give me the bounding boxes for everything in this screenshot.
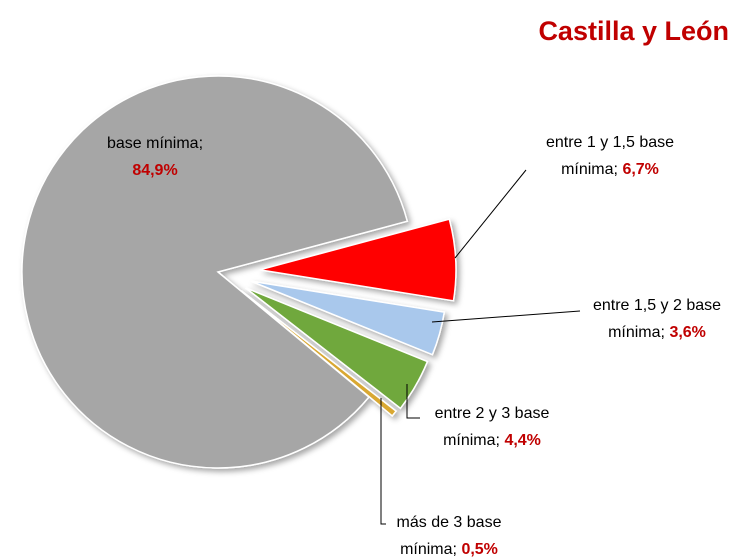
chart-title: Castilla y León bbox=[538, 16, 729, 46]
data-label: más de 3 base mínima; 0,5% bbox=[375, 509, 523, 558]
value-label: 3,6% bbox=[669, 324, 706, 341]
category-label: entre 1,5 y 2 base mínima bbox=[592, 297, 722, 341]
pie-slice bbox=[245, 287, 429, 410]
data-label: entre 1,5 y 2 base mínima; 3,6% bbox=[572, 292, 739, 346]
leader-line bbox=[406, 384, 420, 419]
leader-line bbox=[380, 398, 386, 525]
data-label: base mínima; 84,9% bbox=[85, 130, 225, 184]
data-label: entre 2 y 3 base mínima; 4,4% bbox=[412, 400, 572, 454]
label-separator: ; bbox=[660, 324, 665, 341]
label-separator: ; bbox=[198, 135, 204, 152]
pie-slice bbox=[259, 218, 457, 302]
value-label: 84,9% bbox=[132, 162, 178, 179]
label-separator: ; bbox=[452, 541, 457, 558]
category-label: entre 1 y 1,5 base mínima bbox=[545, 134, 675, 178]
label-separator: ; bbox=[495, 432, 500, 449]
category-label: entre 2 y 3 base mínima bbox=[434, 405, 550, 449]
value-label: 6,7% bbox=[622, 161, 659, 178]
pie-slice bbox=[240, 290, 398, 417]
pie-slice bbox=[250, 280, 446, 356]
value-label: 0,5% bbox=[461, 541, 498, 558]
data-label: entre 1 y 1,5 base mínima; 6,7% bbox=[522, 129, 698, 183]
category-label: más de 3 base mínima bbox=[396, 514, 502, 558]
leader-line bbox=[454, 169, 527, 259]
category-label: base mínima bbox=[106, 135, 199, 152]
slices bbox=[21, 75, 457, 469]
value-label: 4,4% bbox=[504, 432, 541, 449]
label-separator: ; bbox=[613, 161, 618, 178]
pie-slice bbox=[21, 75, 409, 469]
leader-line bbox=[431, 310, 581, 323]
